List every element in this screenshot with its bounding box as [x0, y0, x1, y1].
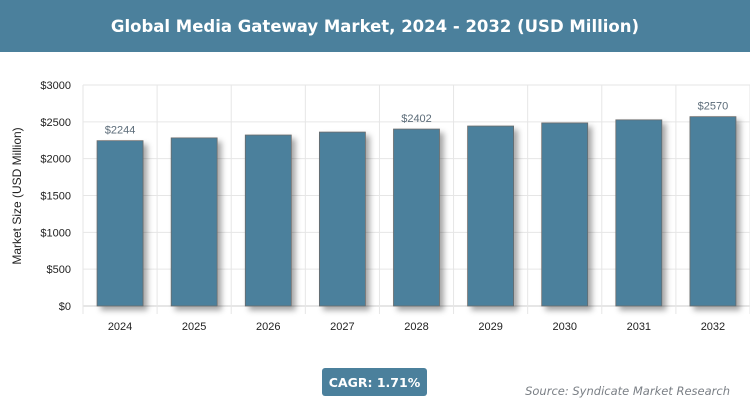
- bar-2032: [689, 116, 737, 307]
- bar-2029: [467, 125, 515, 307]
- data-label-2024: $2244: [105, 125, 136, 137]
- bar-2026: [244, 134, 292, 307]
- y-tick-label: $0: [59, 301, 71, 313]
- x-tick-label: 2026: [256, 321, 280, 333]
- source-note: Source: Syndicate Market Research: [525, 384, 730, 398]
- x-tick-label: 2029: [478, 321, 502, 333]
- data-label-2032: $2570: [698, 101, 729, 113]
- chart-title: Global Media Gateway Market, 2024 - 2032…: [0, 0, 750, 52]
- bar-2025: [170, 137, 218, 307]
- cagr-badge: CAGR: 1.71%: [322, 368, 427, 396]
- x-tick-label: 2024: [108, 321, 132, 333]
- bar-2031: [615, 119, 663, 307]
- y-axis-label: Market Size (USD Million): [10, 127, 24, 264]
- x-tick-label: 2031: [627, 321, 651, 333]
- y-tick-label: $1000: [40, 227, 71, 239]
- bar-2024: [96, 140, 144, 307]
- bar-2030: [541, 122, 589, 307]
- y-tick-label: $2000: [40, 154, 71, 166]
- bar-2027: [318, 131, 366, 307]
- x-tick-label: 2025: [182, 321, 206, 333]
- x-tick-label: 2032: [701, 321, 725, 333]
- y-tick-label: $1500: [40, 191, 71, 203]
- x-tick-label: 2030: [552, 321, 576, 333]
- x-tick-label: 2027: [330, 321, 354, 333]
- data-label-2028: $2402: [401, 113, 432, 125]
- y-tick-label: $500: [47, 264, 71, 276]
- y-tick-label: $2500: [40, 117, 71, 129]
- y-tick-label: $3000: [40, 80, 71, 92]
- bar-2028: [393, 128, 440, 307]
- x-tick-label: 2028: [404, 321, 428, 333]
